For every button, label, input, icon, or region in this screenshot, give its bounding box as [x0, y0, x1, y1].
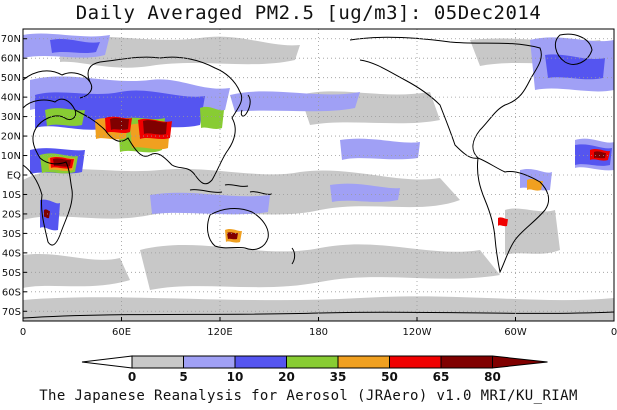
- colorbar-label: 50: [381, 370, 398, 384]
- coast-south-america: [477, 157, 550, 274]
- colorbar-segment: [440, 355, 493, 369]
- lat-tick-label: 10S: [2, 190, 21, 201]
- coast-australia: [207, 207, 269, 251]
- colorbar-segment: [131, 355, 184, 369]
- lat-tick-label: 70N: [1, 34, 21, 45]
- lon-tick-label: 120W: [403, 327, 432, 338]
- lon-tick-label: 0: [20, 327, 26, 338]
- lat-tick-label: EQ: [7, 171, 21, 182]
- coast-antarctica: [23, 311, 614, 319]
- lon-axis: 0 60E 120E 180 120W 60W 0: [20, 317, 617, 338]
- lat-axis: 70N 60N 50N 40N 30N 20N 10N EQ 10S 20S 30S 40S 50S 60…: [1, 34, 27, 318]
- lon-tick-label: 60E: [112, 327, 131, 338]
- map-title: Daily Averaged PM2.5 [ug/m3]: 05Dec2014: [75, 2, 542, 24]
- colorbar: 0 5 10 20 35 50 65 80: [81, 355, 548, 384]
- colorbar-label: 5: [179, 370, 187, 384]
- lat-tick-label: 70S: [2, 307, 21, 318]
- colorbar-label: 35: [330, 370, 347, 384]
- coast-europe-north: [23, 70, 93, 99]
- coast-new-zealand: [291, 247, 296, 265]
- coast-asia: [74, 56, 243, 185]
- lat-tick-label: 50N: [1, 73, 21, 84]
- lat-tick-label: 40N: [1, 93, 21, 104]
- coast-europe-africa: [23, 98, 77, 246]
- level-80-plus-areas: [44, 117, 606, 240]
- colorbar-segment: [183, 355, 236, 369]
- colorbar-label: 65: [433, 370, 450, 384]
- lon-tick-label: 180: [309, 327, 328, 338]
- concentration-field: [23, 29, 614, 321]
- lat-tick-label: 30N: [1, 112, 21, 123]
- colorbar-label: 0: [128, 370, 136, 384]
- footer-credit: The Japanese Reanalysis for Aerosol (JRA…: [39, 388, 578, 404]
- colorbar-label: 20: [278, 370, 295, 384]
- lat-tick-label: 40S: [2, 248, 21, 259]
- coast-north-america: [349, 36, 542, 159]
- coast-greenland: [554, 33, 593, 65]
- colorbar-upper-arrow: [492, 355, 548, 369]
- colorbar-segment: [337, 355, 390, 369]
- lat-tick-label: 60S: [2, 287, 21, 298]
- lat-tick-label: 20S: [2, 209, 21, 220]
- lon-tick-label: 0: [611, 327, 617, 338]
- lat-tick-label: 20N: [1, 132, 21, 143]
- lat-tick-label: 10N: [1, 151, 21, 162]
- coastlines: [23, 33, 614, 319]
- graticule: [23, 29, 614, 321]
- colorbar-segment: [234, 355, 287, 369]
- colorbar-label: 10: [227, 370, 244, 384]
- lon-tick-label: 60W: [504, 327, 527, 338]
- lat-tick-label: 30S: [2, 229, 21, 240]
- colorbar-label: 80: [484, 370, 501, 384]
- colorbar-segment: [286, 355, 339, 369]
- lon-tick-label: 120E: [207, 327, 232, 338]
- lat-tick-label: 50S: [2, 268, 21, 279]
- lat-tick-label: 60N: [1, 54, 21, 65]
- colorbar-segment: [389, 355, 442, 369]
- coast-japan: [240, 94, 251, 117]
- coast-indonesia: [189, 184, 273, 195]
- colorbar-lower-arrow: [81, 355, 133, 369]
